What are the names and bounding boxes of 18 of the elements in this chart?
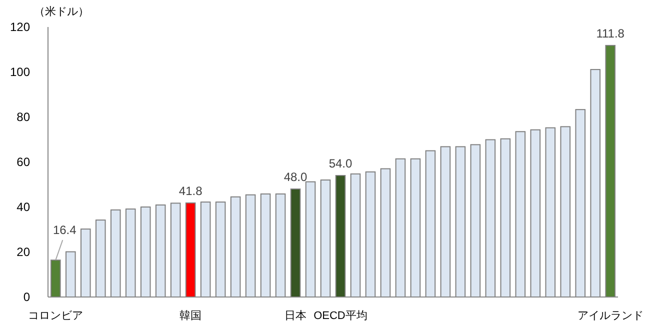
x-tick-label: OECD平均 bbox=[314, 310, 368, 322]
data-label: 54.0 bbox=[328, 156, 352, 170]
x-tick-label: コロンビア bbox=[28, 310, 84, 322]
x-tick-label: 韓国 bbox=[180, 309, 202, 322]
y-tick-label: 0 bbox=[23, 290, 30, 304]
x-tick-label: アイルランド bbox=[577, 310, 644, 322]
y-tick-label: 100 bbox=[10, 65, 30, 80]
y-axis-title: （米ドル） bbox=[34, 5, 89, 18]
data-label: 111.8 bbox=[596, 26, 625, 40]
data-label: 41.8 bbox=[178, 184, 203, 198]
y-tick-label: 60 bbox=[16, 155, 30, 170]
data-label: 48.0 bbox=[284, 170, 308, 184]
x-tick-label: 日本 bbox=[284, 309, 307, 322]
y-tick-label: 80 bbox=[16, 110, 30, 124]
y-tick-label: 40 bbox=[16, 200, 30, 214]
y-tick-label: 20 bbox=[16, 245, 30, 260]
y-tick-label: 120 bbox=[10, 20, 30, 34]
data-label: 16.4 bbox=[52, 223, 77, 238]
